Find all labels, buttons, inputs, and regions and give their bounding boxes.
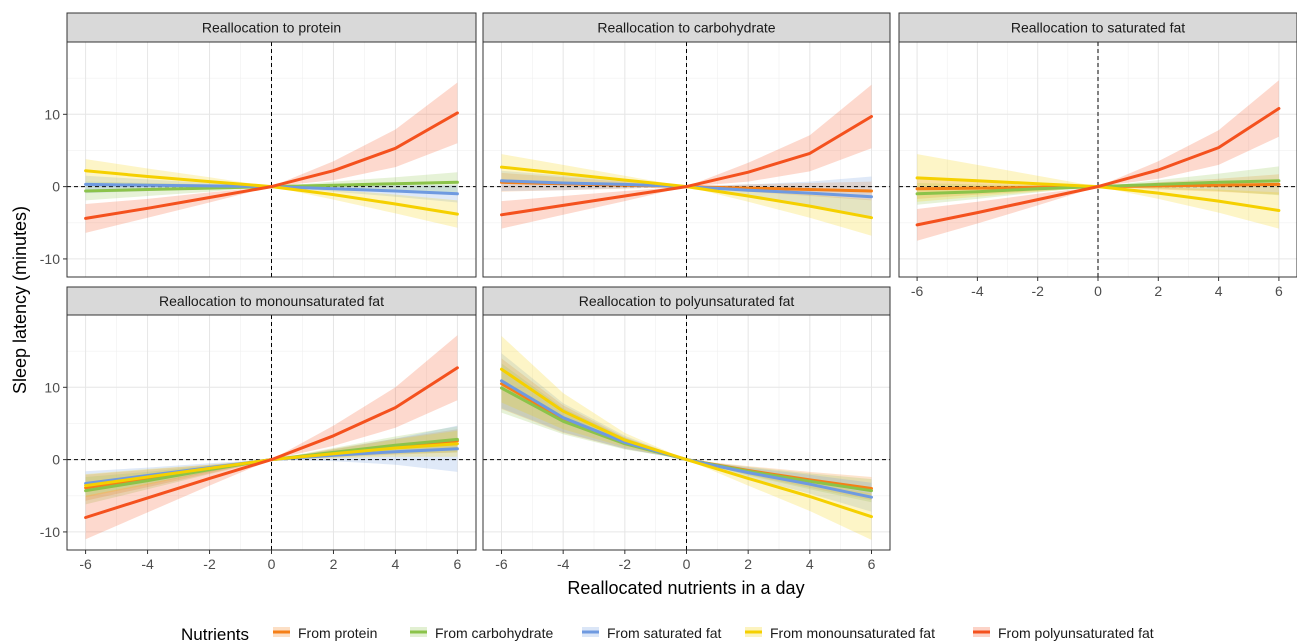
panel-reallocation-to-protein: Reallocation to protein -10 0 10 xyxy=(40,12,477,278)
x-tick-label: 0 xyxy=(268,556,276,572)
facet-strip xyxy=(482,286,891,316)
x-tick-label: 4 xyxy=(806,556,814,572)
facet-title: Reallocation to polyunsaturated fat xyxy=(579,293,795,309)
x-tick-label: 6 xyxy=(1275,283,1283,299)
series-line-from-monounsaturated-fat xyxy=(500,367,873,519)
y-tick-label: 10 xyxy=(44,106,60,122)
x-tick-label: -4 xyxy=(141,556,154,572)
x-tick-label: 4 xyxy=(1215,283,1223,299)
facet-strip xyxy=(898,12,1297,43)
ci-band-from-monounsaturated-fat xyxy=(501,154,872,236)
x-tick-label: -6 xyxy=(911,283,924,299)
ci-band-from-carbohydrate xyxy=(85,172,458,201)
facet-strip xyxy=(482,12,891,43)
legend: Nutrients From protein From carbohydrate F… xyxy=(181,625,1154,643)
ci-band-from-saturated-fat xyxy=(501,353,872,512)
facet-title: Reallocation to monounsaturated fat xyxy=(159,293,384,309)
y-tick-label: -10 xyxy=(40,251,60,267)
facet-strip xyxy=(66,12,477,43)
ci-band-from-monounsaturated-fat xyxy=(85,159,458,228)
panel-reallocation-to-polyunsaturated-fat: Reallocation to polyunsaturated fat -6 -4 -… xyxy=(482,286,891,572)
x-tick-label: 2 xyxy=(330,556,338,572)
legend-item-from-protein: From protein xyxy=(273,625,377,641)
x-tick-label: 2 xyxy=(1154,283,1162,299)
y-tick-label: 0 xyxy=(52,179,60,195)
legend-item-from-monounsaturated-fat: From monounsaturated fat xyxy=(745,625,935,641)
facet-title: Reallocation to saturated fat xyxy=(1011,20,1185,36)
y-tick-label: 10 xyxy=(44,379,60,395)
legend-item-from-polyunsaturated-fat: From polyunsaturated fat xyxy=(973,625,1154,641)
ci-band-from-saturated-fat xyxy=(85,425,458,496)
legend-label: From polyunsaturated fat xyxy=(998,625,1154,641)
panel-reallocation-to-monounsaturated-fat: Reallocation to monounsaturated fat -10 0 1… xyxy=(40,286,477,572)
x-tick-label: 6 xyxy=(868,556,876,572)
x-tick-label: -2 xyxy=(203,556,216,572)
facet-strip xyxy=(66,286,477,316)
ci-band-from-protein xyxy=(501,172,872,201)
ci-band-from-polyunsaturated-fat xyxy=(85,82,458,233)
ci-band-from-polyunsaturated-fat xyxy=(917,80,1279,241)
series-line-from-polyunsaturated-fat xyxy=(84,366,459,519)
ci-band-from-monounsaturated-fat xyxy=(917,154,1279,229)
x-tick-label: 2 xyxy=(744,556,752,572)
legend-label: From protein xyxy=(298,625,377,641)
legend-title: Nutrients xyxy=(181,625,249,643)
series-line-from-polyunsaturated-fat xyxy=(84,111,459,220)
y-axis-title: Sleep latency (minutes) xyxy=(10,206,30,394)
legend-label: From carbohydrate xyxy=(435,625,553,641)
legend-label: From monounsaturated fat xyxy=(770,625,935,641)
ci-band-from-carbohydrate xyxy=(917,166,1279,205)
x-tick-label: 0 xyxy=(1094,283,1102,299)
ci-band-from-carbohydrate xyxy=(85,426,458,505)
x-tick-label: 4 xyxy=(392,556,400,572)
legend-label: From saturated fat xyxy=(607,625,721,641)
series-line-from-polyunsaturated-fat xyxy=(915,107,1281,227)
x-tick-label: -6 xyxy=(79,556,92,572)
x-tick-label: -4 xyxy=(557,556,570,572)
legend-item-from-saturated-fat: From saturated fat xyxy=(582,625,721,641)
x-tick-label: -6 xyxy=(495,556,508,572)
x-tick-label: 6 xyxy=(454,556,462,572)
facet-title: Reallocation to carbohydrate xyxy=(597,20,775,36)
x-axis-title: Reallocated nutrients in a day xyxy=(567,578,804,598)
panel-reallocation-to-saturated-fat: Reallocation to saturated fat -6 -4 -2 0 2 4 6 xyxy=(898,12,1297,299)
series-line-from-polyunsaturated-fat xyxy=(500,115,873,217)
y-tick-label: 0 xyxy=(52,452,60,468)
legend-item-from-carbohydrate: From carbohydrate xyxy=(410,625,553,641)
x-tick-label: 0 xyxy=(683,556,691,572)
x-tick-label: -2 xyxy=(1031,283,1044,299)
panels-layer: Reallocation to protein-10010Reallocatio… xyxy=(40,12,1297,572)
x-tick-label: -4 xyxy=(971,283,984,299)
ci-band-from-protein xyxy=(85,429,458,501)
x-tick-label: -2 xyxy=(619,556,632,572)
ci-band-from-saturated-fat xyxy=(85,175,458,203)
facet-title: Reallocation to protein xyxy=(202,20,341,36)
panel-reallocation-to-carbohydrate: Reallocation to carbohydrate xyxy=(482,12,891,278)
y-tick-label: -10 xyxy=(40,524,60,540)
